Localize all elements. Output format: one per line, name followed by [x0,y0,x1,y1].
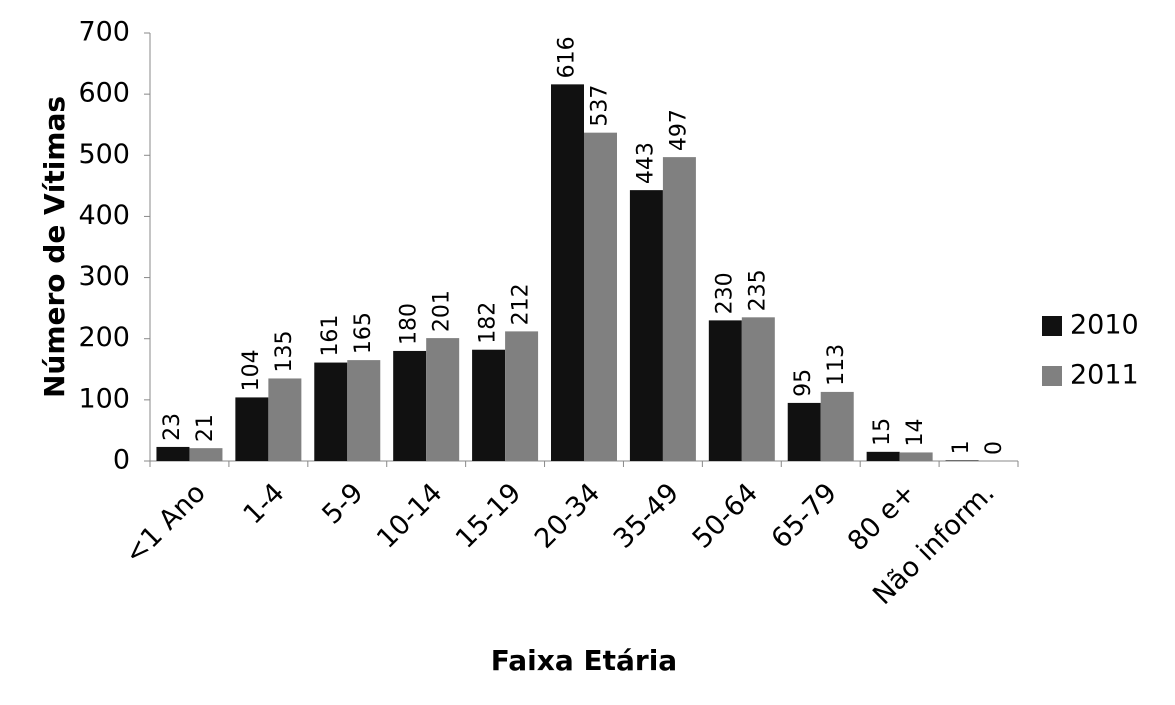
bar [662,157,696,461]
bar [945,460,979,461]
bar [189,448,223,461]
bar [472,349,506,461]
legend-label: 2011 [1070,360,1139,391]
value-label: 616 [555,36,580,78]
bar [156,446,190,461]
bar [708,320,742,461]
value-label: 95 [791,369,816,397]
bar [787,402,821,461]
value-label: 180 [397,303,422,345]
x-tick-label: 65-79 [766,477,843,554]
bar [899,452,933,461]
bar [551,84,584,462]
value-label: 1 [949,440,974,454]
x-tick-label: 1-4 [238,477,291,530]
value-label: 165 [351,312,376,354]
x-tick-label: <1 Ano [119,477,212,570]
y-tick-label: 500 [78,139,130,170]
x-tick-label: 35-49 [608,477,685,554]
value-label: 537 [588,85,613,127]
value-label: 104 [239,349,264,391]
bar [866,451,900,461]
value-label: 212 [509,283,534,325]
value-label: 182 [476,302,501,344]
value-label: 230 [712,272,737,314]
value-label: 201 [430,290,455,332]
bar [314,362,348,461]
legend-label: 2010 [1070,310,1139,341]
bar [426,338,460,461]
x-tick-label: 20-34 [529,477,606,554]
bar [741,317,775,461]
value-label: 15 [870,418,895,446]
bar [505,331,539,461]
bar [268,378,302,461]
y-tick-label: 100 [78,383,130,414]
x-axis-title: Faixa Etária [491,644,677,677]
x-tick-label: 5-9 [316,477,369,530]
y-tick-label: 600 [78,78,130,109]
y-tick-label: 400 [78,200,130,231]
bar [347,360,381,461]
value-label: 497 [666,109,691,151]
y-tick-label: 200 [78,322,130,353]
y-tick-label: 700 [78,17,130,48]
value-label: 21 [193,414,218,442]
x-tick-label: 10-14 [371,477,448,554]
bar [629,190,663,461]
value-label: 135 [272,330,297,372]
x-tick-label: 15-19 [450,477,527,554]
value-label: 443 [633,142,658,184]
value-label: 0 [982,441,1007,455]
y-axis-title: Número de Vítimas [38,96,71,398]
value-label: 161 [318,315,343,357]
bar [235,397,269,461]
y-tick-label: 300 [78,261,130,292]
x-tick-label: 50-64 [687,477,764,554]
bar [584,132,617,462]
legend-swatch [1042,366,1062,386]
bar [820,391,854,461]
y-tick-label: 0 [113,445,130,476]
legend-swatch [1042,316,1062,336]
value-label: 23 [160,413,185,441]
value-label: 113 [824,344,849,386]
value-label: 14 [903,418,928,446]
bar [393,350,427,461]
value-label: 235 [745,269,770,311]
